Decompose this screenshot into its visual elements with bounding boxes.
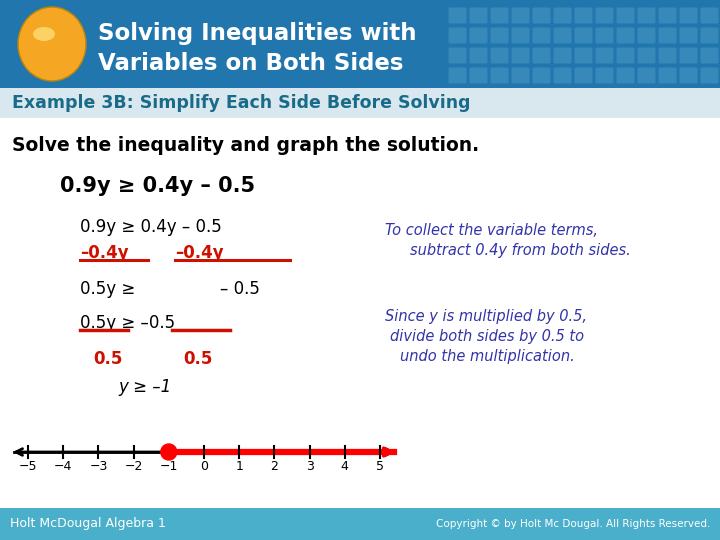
Text: 0.5y ≥ –0.5: 0.5y ≥ –0.5 bbox=[80, 314, 175, 332]
Text: 0.5y ≥: 0.5y ≥ bbox=[80, 280, 135, 298]
FancyBboxPatch shape bbox=[659, 28, 677, 44]
Ellipse shape bbox=[18, 7, 86, 81]
Text: 5: 5 bbox=[376, 460, 384, 473]
Text: −2: −2 bbox=[125, 460, 143, 473]
FancyBboxPatch shape bbox=[575, 68, 593, 84]
Text: Example 3B: Simplify Each Side Before Solving: Example 3B: Simplify Each Side Before So… bbox=[12, 94, 470, 112]
FancyBboxPatch shape bbox=[533, 68, 551, 84]
FancyBboxPatch shape bbox=[490, 28, 508, 44]
FancyBboxPatch shape bbox=[554, 8, 572, 24]
Text: –0.4y: –0.4y bbox=[175, 244, 224, 262]
FancyBboxPatch shape bbox=[595, 68, 613, 84]
Text: 0: 0 bbox=[200, 460, 208, 473]
Text: Variables on Both Sides: Variables on Both Sides bbox=[98, 52, 403, 75]
FancyBboxPatch shape bbox=[554, 28, 572, 44]
Text: divide both sides by 0.5 to: divide both sides by 0.5 to bbox=[390, 329, 584, 344]
FancyBboxPatch shape bbox=[575, 48, 593, 64]
Text: Solving Inequalities with: Solving Inequalities with bbox=[98, 22, 416, 45]
FancyBboxPatch shape bbox=[469, 48, 487, 64]
Text: Copyright © by Holt Mc Dougal. All Rights Reserved.: Copyright © by Holt Mc Dougal. All Right… bbox=[436, 519, 710, 529]
FancyBboxPatch shape bbox=[554, 68, 572, 84]
Text: 4: 4 bbox=[341, 460, 348, 473]
FancyBboxPatch shape bbox=[680, 8, 698, 24]
Text: – 0.5: – 0.5 bbox=[220, 280, 260, 298]
Bar bbox=[0, 88, 720, 118]
FancyBboxPatch shape bbox=[490, 48, 508, 64]
FancyBboxPatch shape bbox=[616, 28, 634, 44]
FancyBboxPatch shape bbox=[449, 28, 467, 44]
FancyBboxPatch shape bbox=[449, 68, 467, 84]
FancyBboxPatch shape bbox=[533, 48, 551, 64]
Text: −1: −1 bbox=[160, 460, 178, 473]
Text: To collect the variable terms,: To collect the variable terms, bbox=[385, 223, 598, 238]
FancyBboxPatch shape bbox=[616, 8, 634, 24]
Text: –0.4y: –0.4y bbox=[80, 244, 129, 262]
FancyBboxPatch shape bbox=[595, 8, 613, 24]
Bar bbox=[0, 0, 720, 88]
Text: Since y is multiplied by 0.5,: Since y is multiplied by 0.5, bbox=[385, 309, 587, 324]
Ellipse shape bbox=[33, 27, 55, 41]
FancyBboxPatch shape bbox=[533, 28, 551, 44]
Text: subtract 0.4y from both sides.: subtract 0.4y from both sides. bbox=[410, 243, 631, 258]
FancyBboxPatch shape bbox=[449, 48, 467, 64]
FancyBboxPatch shape bbox=[511, 8, 529, 24]
FancyBboxPatch shape bbox=[616, 68, 634, 84]
Text: 2: 2 bbox=[271, 460, 279, 473]
FancyBboxPatch shape bbox=[469, 68, 487, 84]
FancyBboxPatch shape bbox=[595, 28, 613, 44]
FancyBboxPatch shape bbox=[637, 48, 655, 64]
FancyBboxPatch shape bbox=[659, 48, 677, 64]
Text: Holt McDougal Algebra 1: Holt McDougal Algebra 1 bbox=[10, 517, 166, 530]
FancyBboxPatch shape bbox=[511, 68, 529, 84]
FancyBboxPatch shape bbox=[680, 28, 698, 44]
FancyBboxPatch shape bbox=[533, 8, 551, 24]
FancyBboxPatch shape bbox=[554, 48, 572, 64]
FancyBboxPatch shape bbox=[511, 48, 529, 64]
Text: y ≥ –1: y ≥ –1 bbox=[118, 378, 171, 396]
Text: 1: 1 bbox=[235, 460, 243, 473]
FancyBboxPatch shape bbox=[469, 28, 487, 44]
FancyBboxPatch shape bbox=[511, 28, 529, 44]
Text: 0.5: 0.5 bbox=[93, 350, 122, 368]
Text: Solve the inequality and graph the solution.: Solve the inequality and graph the solut… bbox=[12, 136, 479, 155]
FancyBboxPatch shape bbox=[637, 8, 655, 24]
FancyBboxPatch shape bbox=[701, 28, 719, 44]
Text: 0.5: 0.5 bbox=[183, 350, 212, 368]
FancyBboxPatch shape bbox=[616, 48, 634, 64]
FancyBboxPatch shape bbox=[701, 8, 719, 24]
FancyBboxPatch shape bbox=[637, 68, 655, 84]
Text: 0.9y ≥ 0.4y – 0.5: 0.9y ≥ 0.4y – 0.5 bbox=[60, 176, 255, 196]
FancyBboxPatch shape bbox=[490, 8, 508, 24]
Text: undo the multiplication.: undo the multiplication. bbox=[400, 349, 575, 364]
FancyBboxPatch shape bbox=[575, 8, 593, 24]
Text: −4: −4 bbox=[54, 460, 73, 473]
Bar bbox=[0, 508, 720, 540]
FancyBboxPatch shape bbox=[449, 8, 467, 24]
FancyBboxPatch shape bbox=[680, 68, 698, 84]
FancyBboxPatch shape bbox=[701, 68, 719, 84]
FancyBboxPatch shape bbox=[680, 48, 698, 64]
FancyBboxPatch shape bbox=[490, 68, 508, 84]
FancyBboxPatch shape bbox=[469, 8, 487, 24]
FancyBboxPatch shape bbox=[637, 28, 655, 44]
FancyBboxPatch shape bbox=[659, 8, 677, 24]
FancyBboxPatch shape bbox=[575, 28, 593, 44]
Text: −3: −3 bbox=[89, 460, 107, 473]
Text: 0.9y ≥ 0.4y – 0.5: 0.9y ≥ 0.4y – 0.5 bbox=[80, 218, 222, 236]
FancyBboxPatch shape bbox=[659, 68, 677, 84]
Text: −5: −5 bbox=[19, 460, 37, 473]
FancyBboxPatch shape bbox=[595, 48, 613, 64]
Text: 3: 3 bbox=[306, 460, 313, 473]
Circle shape bbox=[161, 444, 177, 460]
FancyBboxPatch shape bbox=[701, 48, 719, 64]
